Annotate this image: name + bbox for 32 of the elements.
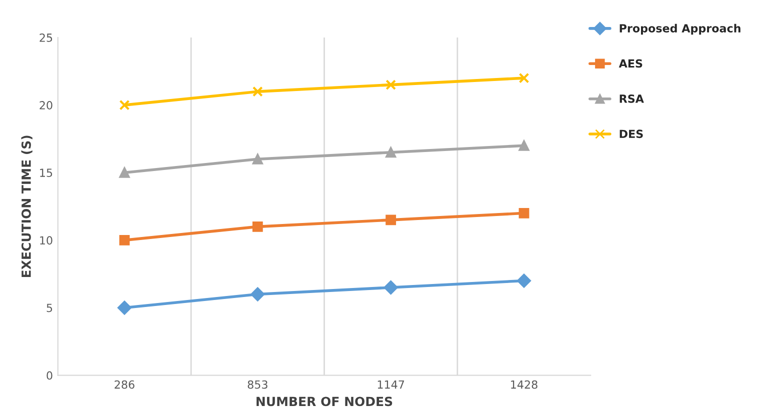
x-axis-title: NUMBER OF NODES [256, 396, 392, 406]
x-tick-label: 286 [114, 380, 134, 389]
point [518, 208, 530, 218]
point [386, 147, 396, 158]
x-tick-label: 1147 [378, 380, 404, 389]
legend-label: Proposed Approach [620, 24, 740, 35]
point [119, 100, 130, 110]
y-tick-label: 25 [40, 34, 52, 42]
point [118, 300, 132, 315]
y-axis-title: EXECUTION TIME (S) [21, 136, 32, 278]
point [119, 167, 130, 178]
legend-label: AES [618, 59, 642, 68]
point [119, 234, 130, 246]
point [250, 287, 265, 302]
point [518, 72, 530, 84]
legend-label: RSA [620, 94, 644, 103]
y-tick-label: 10 [40, 236, 52, 245]
point [252, 221, 263, 232]
y-tick-label: 0 [46, 371, 52, 380]
x-tick-label: 1428 [511, 380, 538, 389]
point [386, 80, 396, 90]
point [517, 274, 531, 288]
point [252, 154, 263, 164]
point [518, 140, 530, 151]
y-tick-label: 20 [40, 101, 52, 110]
point [386, 214, 396, 226]
y-tick-label: 5 [46, 304, 52, 312]
point [384, 280, 398, 294]
x-tick-label: 853 [248, 380, 268, 389]
y-tick-label: 15 [40, 168, 52, 178]
point [252, 86, 263, 97]
legend-label: DES [620, 130, 643, 138]
